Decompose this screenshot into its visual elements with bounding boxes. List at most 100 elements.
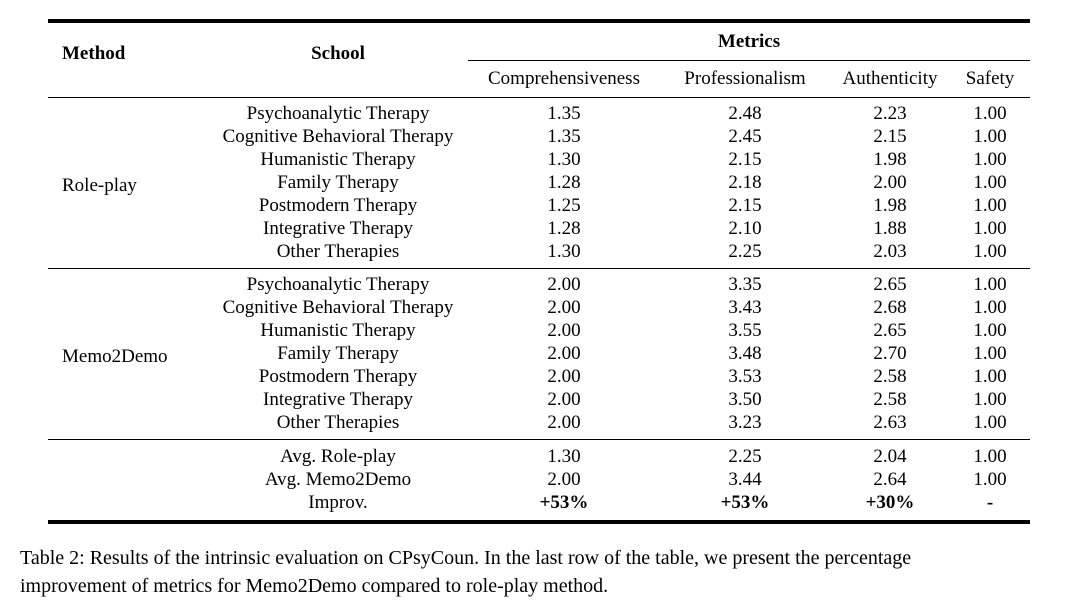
school-cell: Humanistic Therapy <box>260 320 416 341</box>
metric-value: 2.63 <box>873 412 907 433</box>
metric-value: 1.30 <box>547 446 581 467</box>
metric-value: 1.00 <box>973 320 1007 341</box>
column-header-professionalism: Professionalism <box>660 60 830 98</box>
table-header: Method School Metrics Comprehensiveness … <box>48 21 1031 98</box>
column-header-method: Method <box>48 21 208 98</box>
summary-block: Avg. Role-play 1.30 2.25 2.04 1.00 Avg. Memo2… <box>48 439 1031 523</box>
header-row-metrics: Comprehensiveness Professionalism Authen… <box>48 60 1031 98</box>
metric-value: 1.98 <box>873 195 907 216</box>
metric-value: +53% <box>539 492 589 513</box>
metric-value: 2.00 <box>547 469 581 490</box>
metric-value: 1.28 <box>547 172 581 193</box>
metric-value: 1.00 <box>973 389 1007 410</box>
table-caption: Table 2: Results of the intrinsic evalua… <box>20 545 1066 600</box>
metric-value: 1.30 <box>547 241 581 262</box>
header-row-top: Method School Metrics <box>48 21 1031 98</box>
metric-value: 2.00 <box>547 389 581 410</box>
method-cell <box>48 440 208 523</box>
metric-value: 3.44 <box>728 469 762 490</box>
metric-value: 2.00 <box>547 366 581 387</box>
metric-value: 2.00 <box>547 320 581 341</box>
school-cell: Integrative Therapy <box>263 218 413 239</box>
column-header-safety: Safety <box>950 60 1031 98</box>
metric-value: 1.00 <box>973 103 1007 124</box>
metric-value: 2.00 <box>547 274 581 295</box>
metric-value: 1.28 <box>547 218 581 239</box>
metric-value: 3.23 <box>728 412 762 433</box>
method-cell: Memo2Demo <box>62 345 168 367</box>
metric-value: 2.15 <box>873 126 907 147</box>
table-row: Memo2Demo Psychoanalytic Therapy 2.00 3.35 2… <box>48 269 1030 367</box>
metric-value: 2.18 <box>728 172 762 193</box>
table-row: Improv. +53% +53% +30% - <box>48 491 1030 522</box>
table-row: Cognitive Behavioral Therapy 2.00 3.43 2.68… <box>48 296 1030 319</box>
metric-value: 1.00 <box>973 274 1007 295</box>
metric-value: 1.00 <box>973 218 1007 239</box>
metric-value: 2.00 <box>547 297 581 318</box>
metric-value: 2.45 <box>728 126 762 147</box>
metric-value: 2.23 <box>873 103 907 124</box>
metric-value: 2.58 <box>873 366 907 387</box>
metric-value: 3.43 <box>728 297 762 318</box>
metric-value: 1.00 <box>973 241 1007 262</box>
results-table: Method School Metrics Comprehensiveness … <box>48 19 1031 524</box>
school-cell: Improv. <box>308 492 368 513</box>
column-header-authenticity: Authenticity <box>830 60 950 98</box>
metric-value: 2.00 <box>547 412 581 433</box>
column-group-metrics: Metrics <box>468 21 1031 61</box>
school-cell: Cognitive Behavioral Therapy <box>222 126 454 147</box>
school-cell: Other Therapies <box>276 241 400 262</box>
metric-value: 1.00 <box>973 126 1007 147</box>
metric-value: 3.48 <box>728 343 762 364</box>
metric-value: 2.03 <box>873 241 907 262</box>
metric-value: 2.25 <box>728 241 762 262</box>
school-cell: Avg. Memo2Demo <box>264 469 412 490</box>
column-header-comprehensiveness: Comprehensiveness <box>468 60 660 98</box>
metric-value: 3.53 <box>728 366 762 387</box>
metric-value: 1.35 <box>547 126 581 147</box>
metric-value: 2.65 <box>873 320 907 341</box>
method-cell: Role-play <box>62 174 137 196</box>
metric-value: 1.00 <box>973 412 1007 433</box>
table-row: Integrative Therapy 1.28 2.10 1.88 1.00 <box>48 217 1030 240</box>
metric-value: 1.88 <box>873 218 907 239</box>
table-row: Role-play Psychoanalytic Therapy 1.35 2.48 2… <box>48 98 1030 196</box>
school-cell: Avg. Role-play <box>280 446 396 467</box>
table-row: Humanistic Therapy 1.30 2.15 1.98 1.00 <box>48 148 1030 171</box>
metric-value: 2.48 <box>728 103 762 124</box>
table-row: Humanistic Therapy 2.00 3.55 2.65 1.00 <box>48 319 1030 342</box>
caption-line-2: improvement of metrics for Memo2Demo com… <box>20 574 609 597</box>
metric-value: 3.55 <box>728 320 762 341</box>
metric-value: 1.00 <box>973 195 1007 216</box>
table-row: Integrative Therapy 2.00 3.50 2.58 1.00 <box>48 388 1030 411</box>
metric-value: 2.25 <box>728 446 762 467</box>
table-row: Family Therapy 1.28 2.18 2.00 1.00 <box>48 171 1030 194</box>
metric-value: 1.00 <box>973 343 1007 364</box>
metric-value: 1.00 <box>973 172 1007 193</box>
school-cell: Family Therapy <box>277 343 399 364</box>
metric-value: 2.15 <box>728 195 762 216</box>
metric-value: 2.70 <box>873 343 907 364</box>
metric-value: 2.04 <box>873 446 907 467</box>
metric-value: 1.25 <box>547 195 581 216</box>
school-cell: Psychoanalytic Therapy <box>246 103 430 124</box>
school-cell: Psychoanalytic Therapy <box>246 274 430 295</box>
metric-value: +30% <box>865 492 915 513</box>
column-header-school: School <box>208 21 468 98</box>
table-row: Avg. Role-play 1.30 2.25 2.04 1.00 <box>48 440 1030 469</box>
metric-value: 1.00 <box>973 366 1007 387</box>
metric-value: 2.00 <box>873 172 907 193</box>
metric-value: 2.00 <box>547 343 581 364</box>
table-row: Family Therapy 2.00 3.48 2.70 1.00 <box>48 342 1030 365</box>
school-cell: Cognitive Behavioral Therapy <box>222 297 454 318</box>
metric-value: 2.10 <box>728 218 762 239</box>
table-row: Postmodern Therapy 2.00 3.53 2.58 1.00 <box>48 365 1030 388</box>
metric-value: 1.30 <box>547 149 581 170</box>
school-cell: Postmodern Therapy <box>258 195 418 216</box>
metric-value: 1.98 <box>873 149 907 170</box>
school-cell: Other Therapies <box>276 412 400 433</box>
metric-value: 3.35 <box>728 274 762 295</box>
table-row: Other Therapies 2.00 3.23 2.63 1.00 <box>48 411 1030 440</box>
roleplay-block: Role-play Psychoanalytic Therapy 1.35 2.48 2… <box>48 97 1031 269</box>
metric-value: 2.68 <box>873 297 907 318</box>
